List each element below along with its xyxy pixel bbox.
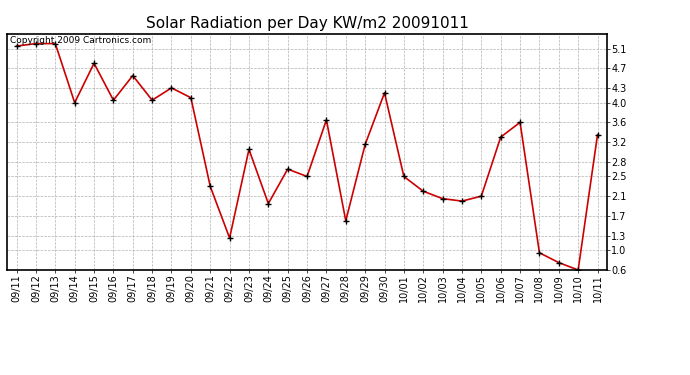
Title: Solar Radiation per Day KW/m2 20091011: Solar Radiation per Day KW/m2 20091011	[146, 16, 469, 31]
Text: Copyright 2009 Cartronics.com: Copyright 2009 Cartronics.com	[10, 36, 151, 45]
